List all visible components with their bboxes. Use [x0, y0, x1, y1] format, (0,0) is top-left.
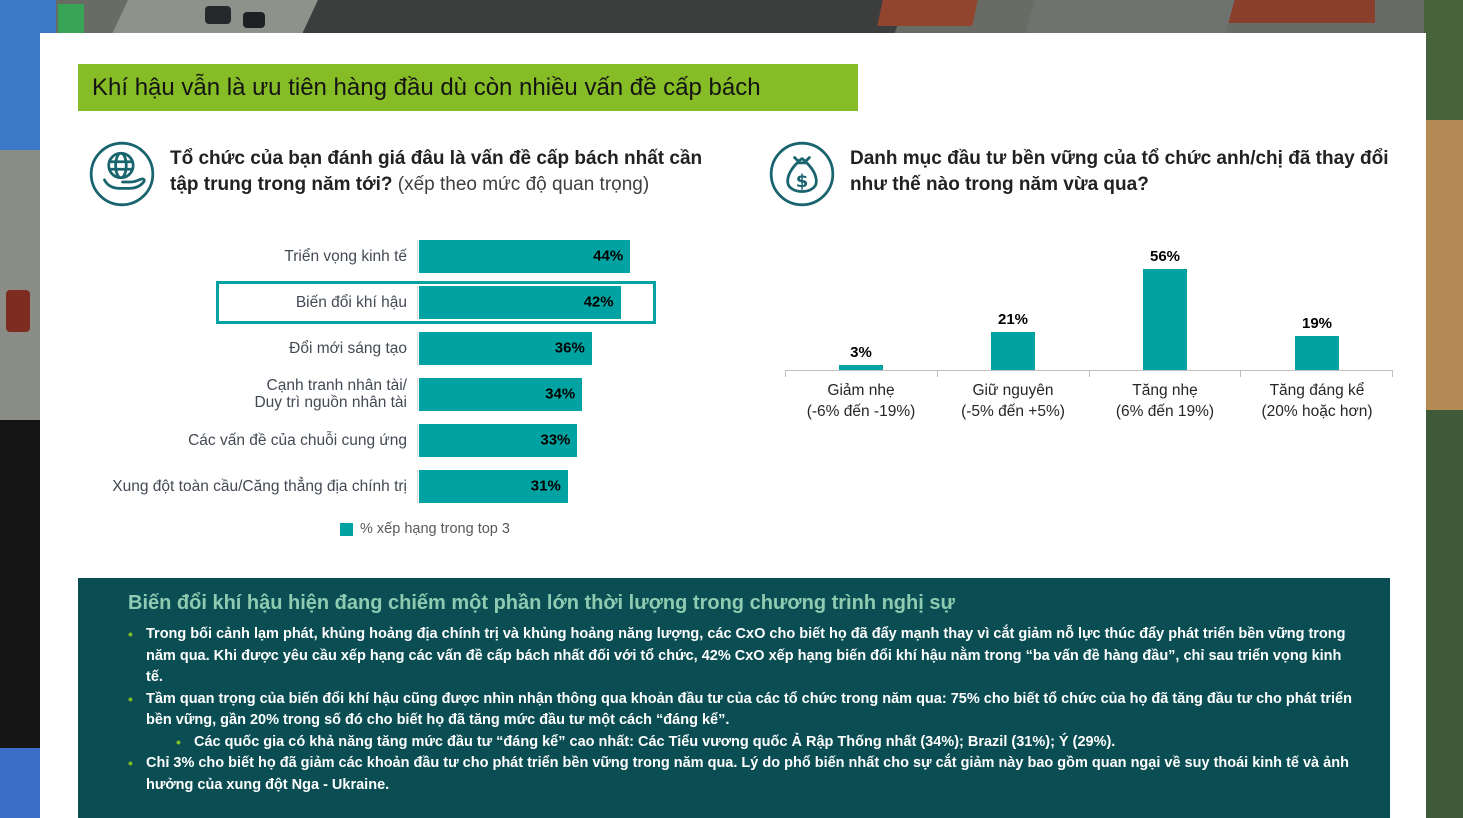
sub-bullet-text: Các quốc gia có khả năng tăng mức đầu tư…	[194, 733, 1116, 750]
bar-row: Xung đột toàn cầu/Căng thẳng địa chính t…	[85, 463, 663, 509]
bar-value-label: 31%	[530, 477, 561, 495]
column-bar	[839, 364, 883, 370]
bar-track: 31%	[417, 469, 663, 503]
bar-row-label: Biến đổi khí hậu	[295, 293, 407, 311]
bar-row: Các vấn đề của chuỗi cung ứng 33%	[85, 417, 663, 463]
investment-category-labels: Giảm nhẹ (-6% đến -19%) Giữ nguyên (-5% đ…	[785, 380, 1393, 422]
insight-bullet: • Chỉ 3% cho biết họ đã giảm các khoản đầ…	[128, 753, 1356, 796]
legend-label: % xếp hạng trong top 3	[360, 521, 510, 537]
question-investment: $ Danh mục đầu tư bền vững của tổ chức a…	[768, 138, 1408, 208]
bullet-marker: •	[176, 733, 181, 750]
investment-bars: 3% 21% 56% 19%	[785, 247, 1393, 371]
bullet-marker: •	[128, 690, 133, 707]
insight-bullet: • Tầm quan trọng của biến đổi khí hậu cũn…	[128, 689, 1356, 732]
bar-row-label: Đổi mới sáng tạo	[289, 339, 407, 357]
bar-row: Triển vọng kinh tế 44%	[85, 233, 663, 279]
insight-bullets: • Trong bối cảnh lạm phát, khủng hoảng đị…	[128, 624, 1356, 796]
bar-row-label: Xung đột toàn cầu/Căng thẳng địa chính t…	[112, 477, 407, 495]
bar: 31%	[419, 469, 568, 503]
column-category-label: Tăng nhẹ (6% đến 19%)	[1115, 382, 1215, 420]
bar-value-label: 33%	[540, 431, 571, 449]
axis-tick	[785, 371, 786, 377]
insight-box: Biến đổi khí hậu hiện đang chiếm một phầ…	[78, 578, 1390, 818]
question-priorities-note: (xếp theo mức độ quan trọng)	[392, 174, 650, 195]
svg-text:$: $	[796, 171, 809, 192]
chart-legend: % xếp hạng trong top 3	[340, 521, 510, 537]
bar-value-label: 42%	[583, 293, 614, 311]
insight-bullet: • Trong bối cảnh lạm phát, khủng hoảng đị…	[128, 624, 1356, 689]
slide-card: Khí hậu vẫn là ưu tiên hàng đầu dù còn n…	[40, 33, 1426, 818]
bullet-marker: •	[128, 755, 133, 771]
axis-ticks	[785, 371, 1393, 377]
bar-track: 33%	[417, 423, 663, 457]
column-category-label: Giảm nhẹ (-6% đến -19%)	[806, 382, 916, 420]
bar-track: 42%	[417, 285, 663, 319]
bar: 44%	[419, 239, 631, 273]
insight-title: Biến đổi khí hậu hiện đang chiếm một phầ…	[128, 592, 955, 614]
bar-value-label: 34%	[545, 385, 576, 403]
globe-in-hand-icon	[89, 141, 155, 207]
column-slot: 19%	[1241, 315, 1393, 370]
column-bar	[1143, 269, 1187, 370]
bullet-marker: •	[128, 626, 133, 642]
column-value-label: 19%	[1301, 314, 1333, 332]
slide-title-banner: Khí hậu vẫn là ưu tiên hàng đầu dù còn n…	[78, 64, 858, 111]
column-bar	[1295, 335, 1339, 370]
bar-row: Cạnh tranh nhân tài/ Duy trì nguồn nhân …	[85, 371, 663, 417]
column-slot: 56%	[1089, 248, 1241, 370]
bar-value-label: 44%	[593, 247, 624, 265]
bar-track: 36%	[417, 331, 663, 365]
bar: 34%	[419, 377, 583, 411]
bar-value-label: 36%	[554, 339, 585, 357]
bar-track: 34%	[417, 377, 663, 411]
bar-row-label: Cạnh tranh nhân tài/ Duy trì nguồn nhân …	[254, 377, 407, 411]
axis-tick	[936, 371, 938, 377]
question-investment-bold: Danh mục đầu tư bền vững của tổ chức anh…	[850, 148, 1389, 195]
column-category-label: Tăng đáng kể (20% hoặc hơn)	[1261, 382, 1373, 420]
column-bar	[991, 332, 1035, 370]
question-investment-text: Danh mục đầu tư bền vững của tổ chức anh…	[850, 146, 1408, 198]
bullet-text: Tầm quan trọng của biến đổi khí hậu cũng…	[146, 690, 1352, 729]
column-value-label: 3%	[850, 343, 872, 361]
slide-title: Khí hậu vẫn là ưu tiên hàng đầu dù còn n…	[92, 74, 761, 101]
bar: 36%	[419, 331, 592, 365]
axis-tick	[1088, 371, 1090, 377]
column-value-label: 56%	[1149, 248, 1181, 266]
column-category-label: Giữ nguyên (-5% đến +5%)	[961, 382, 1065, 420]
money-bag-icon: $	[769, 141, 835, 207]
question-priorities-bold: Tổ chức của bạn đánh giá đâu là vấn đề c…	[170, 148, 703, 195]
axis-tick	[1392, 371, 1393, 377]
bar-row-label: Các vấn đề của chuỗi cung ứng	[188, 431, 407, 449]
bar-row: Đổi mới sáng tạo 36%	[85, 325, 663, 371]
bar-row: Biến đổi khí hậu 42%	[85, 279, 663, 325]
insight-sub-bullet: • Các quốc gia có khả năng tăng mức đầu t…	[176, 732, 1356, 754]
bar: 33%	[419, 423, 578, 457]
bar-track: 44%	[417, 239, 663, 273]
column-slot: 21%	[937, 311, 1089, 370]
legend-swatch	[340, 522, 353, 536]
axis-tick	[1240, 371, 1242, 377]
priorities-bar-chart: Triển vọng kinh tế 44% Biến đổi khí hậu 42%…	[85, 233, 663, 518]
investment-column-chart: 3% 21% 56% 19% Giảm nhẹ (-6% đến -19%) Giữ n…	[785, 247, 1393, 422]
bar: 42%	[419, 285, 621, 319]
bullet-text: Chỉ 3% cho biết họ đã giảm các khoản đầu…	[146, 755, 1349, 793]
bullet-text: Trong bối cảnh lạm phát, khủng hoảng địa…	[146, 626, 1346, 685]
bar-row-label: Triển vọng kinh tế	[284, 247, 407, 265]
question-priorities: Tổ chức của bạn đánh giá đâu là vấn đề c…	[88, 138, 728, 208]
column-value-label: 21%	[997, 311, 1029, 329]
priorities-bar-rows: Triển vọng kinh tế 44% Biến đổi khí hậu 42%…	[85, 233, 663, 509]
question-priorities-text: Tổ chức của bạn đánh giá đâu là vấn đề c…	[170, 146, 728, 198]
column-slot: 3%	[785, 344, 937, 370]
